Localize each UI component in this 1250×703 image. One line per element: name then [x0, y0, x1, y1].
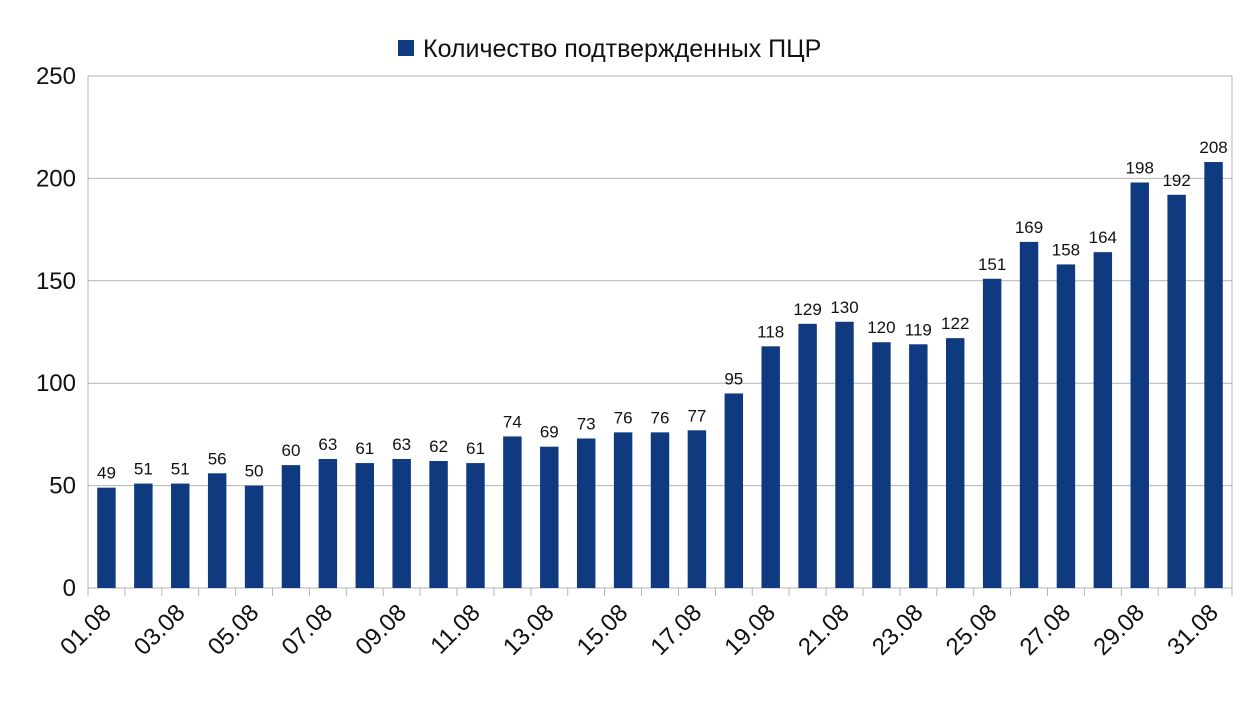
bar-12.08 — [503, 436, 522, 588]
data-label: 77 — [687, 406, 706, 425]
data-label: 169 — [1015, 218, 1043, 237]
legend-label: Количество подтвержденных ПЦР — [423, 35, 821, 63]
x-tick-label: 21.08 — [793, 599, 855, 661]
bar-15.08 — [613, 432, 633, 588]
data-label: 76 — [651, 408, 670, 427]
data-label: 151 — [978, 255, 1006, 274]
x-tick-label: 03.08 — [129, 599, 191, 661]
bar-29.08 — [1130, 182, 1149, 588]
data-label: 129 — [793, 300, 821, 319]
data-label: 74 — [503, 412, 522, 431]
data-label: 63 — [392, 435, 411, 454]
bar-21.08 — [835, 321, 854, 588]
bar-25.08 — [982, 278, 1002, 588]
y-axis-tick-labels: 0 50 100 150 200 250 — [36, 63, 76, 602]
y-tick-label: 250 — [36, 63, 76, 90]
data-label: 73 — [577, 414, 596, 433]
bars — [97, 162, 1223, 589]
y-tick-label: 50 — [49, 473, 76, 500]
x-tick-label: 15.08 — [572, 599, 634, 661]
data-label: 76 — [614, 408, 633, 427]
x-tick-label: 01.08 — [55, 599, 117, 661]
x-tick-label: 11.08 — [425, 599, 485, 659]
data-label: 158 — [1052, 240, 1080, 259]
data-label: 192 — [1162, 171, 1190, 190]
y-tick-label: 150 — [36, 268, 76, 295]
data-label: 130 — [830, 298, 858, 317]
x-tick-label: 19.08 — [719, 599, 781, 661]
bar-14.08 — [576, 438, 596, 588]
grid-lines — [88, 75, 1232, 589]
data-labels: 49 51 51 56 50 60 63 61 63 62 61 74 69 73 76 76 77 95 118 1… — [97, 138, 1228, 483]
bar-17.08 — [687, 430, 707, 588]
data-label: 208 — [1199, 138, 1227, 157]
bar-20.08 — [798, 323, 817, 588]
data-label: 61 — [466, 439, 485, 458]
data-label: 51 — [171, 460, 190, 479]
x-tick-label: 05.08 — [203, 599, 265, 661]
bar-07.08 — [318, 458, 338, 588]
axes — [87, 76, 1233, 596]
bar-16.08 — [650, 432, 670, 588]
y-tick-label: 0 — [63, 575, 76, 602]
data-label: 118 — [757, 322, 784, 341]
y-tick-label: 200 — [36, 165, 76, 192]
bar-30.08 — [1167, 194, 1186, 588]
x-tick-label: 31.08 — [1162, 599, 1224, 661]
x-tick-label: 17.08 — [646, 599, 708, 661]
bar-28.08 — [1093, 252, 1113, 589]
data-label: 119 — [905, 320, 932, 339]
bar-31.08 — [1204, 162, 1223, 589]
bar-01.08 — [97, 487, 116, 588]
data-label: 51 — [134, 460, 153, 479]
bar-06.08 — [281, 465, 301, 588]
bar-04.08 — [207, 473, 227, 588]
bar-22.08 — [872, 342, 891, 588]
bar-10.08 — [429, 461, 448, 588]
x-tick-label: 09.08 — [350, 599, 412, 661]
data-label: 61 — [355, 439, 374, 458]
bar-02.08 — [134, 483, 153, 588]
x-tick-label: 07.08 — [277, 599, 339, 661]
x-axis-tick-labels: 01.08 03.08 05.08 07.08 09.08 11.08 13.08 15.08… — [55, 599, 1224, 661]
data-label: 63 — [318, 435, 337, 454]
bar-11.08 — [466, 463, 485, 588]
bar-23.08 — [909, 344, 928, 588]
x-tick-label: 13.08 — [498, 599, 560, 661]
data-label: 122 — [941, 314, 969, 333]
bar-05.08 — [244, 485, 264, 588]
data-label: 120 — [867, 318, 895, 337]
data-label: 56 — [208, 449, 227, 468]
data-label: 198 — [1126, 158, 1154, 177]
legend-swatch — [398, 40, 414, 56]
bar-13.08 — [540, 446, 559, 588]
legend: Количество подтвержденных ПЦР — [398, 35, 821, 63]
bar-24.08 — [946, 338, 965, 588]
data-label: 49 — [97, 464, 116, 483]
data-label: 60 — [282, 441, 301, 460]
x-tick-label: 23.08 — [867, 599, 929, 661]
bar-03.08 — [171, 483, 190, 588]
data-label: 50 — [245, 462, 264, 481]
x-tick-label: 29.08 — [1088, 599, 1150, 661]
bar-08.08 — [355, 463, 374, 588]
bar-18.08 — [724, 393, 744, 588]
bar-19.08 — [761, 346, 780, 588]
data-label: 164 — [1089, 228, 1117, 247]
x-tick-label: 27.08 — [1015, 599, 1077, 661]
data-label: 69 — [540, 423, 559, 442]
data-label: 62 — [429, 437, 448, 456]
y-tick-label: 100 — [36, 370, 76, 397]
bar-27.08 — [1056, 264, 1076, 588]
data-label: 95 — [724, 369, 743, 388]
bar-26.08 — [1019, 241, 1039, 588]
x-tick-label: 25.08 — [941, 599, 1003, 661]
bar-09.08 — [392, 458, 411, 588]
